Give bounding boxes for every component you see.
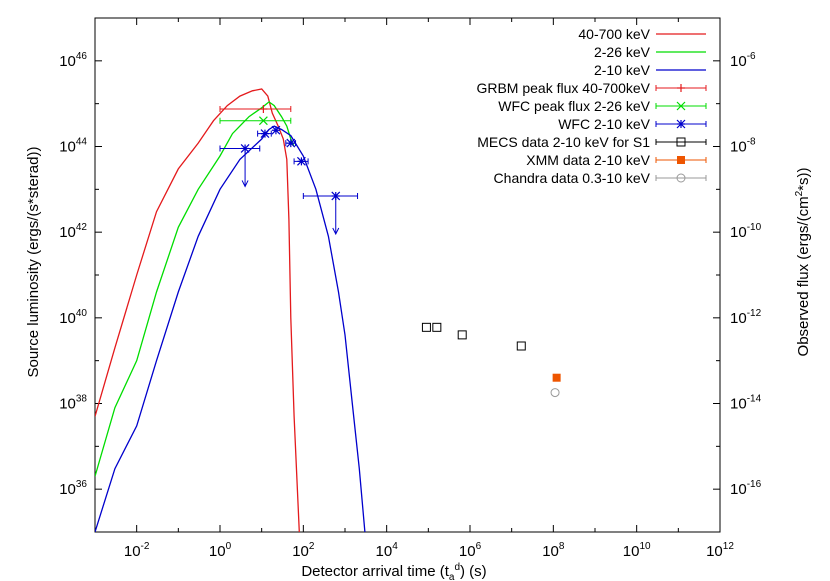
data-point-wfc-2-10-kev (240, 144, 250, 153)
legend-marker (676, 173, 686, 183)
legend-label: 2-10 keV (594, 62, 651, 78)
y-tick-label: 1040 (59, 308, 87, 327)
legend-label: WFC peak flux 2-26 keV (498, 98, 650, 114)
error-bar (219, 106, 292, 113)
x-axis-title: Detector arrival time (tad) (s) (301, 562, 486, 581)
y2-tick-label: 10-16 (730, 479, 762, 498)
legend-label: Chandra data 0.3-10 keV (494, 170, 651, 186)
y2-tick-label: 10-6 (730, 51, 756, 70)
upper-limit-arrow (241, 148, 249, 188)
y2-tick-label: 10-12 (730, 308, 762, 327)
data-point-mecs-data-2-10-kev-for-s1 (432, 322, 442, 332)
upper-limit-arrow (332, 195, 340, 236)
x-axis-title-tail: ) (s) (460, 563, 487, 580)
legend-label: MECS data 2-10 keV for S1 (477, 134, 650, 150)
series-line-2-10-kev (95, 125, 366, 532)
legend-label: XMM data 2-10 keV (526, 152, 650, 168)
y-tick-label: 1042 (59, 222, 87, 241)
legend-swatch (655, 139, 707, 145)
x-tick-label: 102 (292, 541, 315, 560)
error-bar (219, 117, 292, 124)
x-tick-label: 100 (209, 541, 232, 560)
data-point-chandra-data-0-3-10-kev (550, 388, 560, 398)
x-tick-label: 1012 (706, 541, 734, 560)
data-point-xmm-data-2-10-kev (552, 373, 561, 382)
y-tick-label: 1036 (59, 479, 87, 498)
data-point-wfc-2-10-kev (286, 138, 296, 148)
x-tick-label: 104 (376, 541, 399, 560)
x-tick-label: 106 (459, 541, 482, 560)
y-tick-label: 1038 (59, 394, 87, 413)
error-bar (219, 145, 261, 152)
data-point-wfc-2-10-kev (297, 156, 306, 166)
legend-marker (676, 137, 686, 147)
axes: 10-2 100 102 104 106 108 1010 1012 1036 1038 1040 1… (59, 17, 762, 560)
y2-axis-title: Observed flux (ergs/(cm2*s)) (794, 168, 812, 357)
series-line-40-700-kev (95, 88, 300, 532)
y-tick-label: 1044 (59, 137, 87, 156)
legend-label: 40-700 keV (578, 26, 650, 42)
data-point-mecs-data-2-10-kev-for-s1 (421, 322, 431, 332)
legend-marker (677, 156, 685, 164)
y2-axis-title-tail: *s)) (795, 168, 812, 191)
legend-label: WFC 2-10 keV (558, 116, 650, 132)
y2-axis-title-sup: 2 (794, 190, 805, 196)
legend-marker (677, 84, 685, 92)
data-point-mecs-data-2-10-kev-for-s1 (457, 330, 467, 340)
data-point-wfc-2-10-kev (271, 125, 281, 135)
x-axis-title-sup: d (454, 562, 460, 573)
y2-axis-title-main: Observed flux (ergs/(cm (795, 196, 812, 356)
y2-tick-label: 10-10 (730, 222, 762, 241)
y-tick-label: 1046 (59, 51, 87, 70)
legend-label: 2-26 keV (594, 44, 651, 60)
plot-area (95, 88, 561, 532)
data-point-grbm-peak-flux-40-700kev (259, 105, 268, 114)
y2-tick-label: 10-14 (730, 394, 762, 413)
x-tick-label: 10-2 (124, 541, 150, 560)
y2-tick-label: 10-8 (730, 137, 756, 156)
y-axis-title: Source luminosity (ergs/(s*sterad)) (25, 147, 42, 378)
error-bar (302, 192, 359, 199)
x-axis-title-sub: a (449, 572, 455, 581)
data-point-wfc-2-10-kev (331, 191, 341, 201)
series-line-2-26-kev (95, 101, 295, 477)
x-tick-label: 1010 (623, 541, 651, 560)
legend-marker (676, 101, 686, 111)
data-point-wfc-peak-flux-2-26-kev (258, 116, 268, 126)
x-tick-label: 108 (542, 541, 565, 560)
legend-label: GRBM peak flux 40-700keV (476, 80, 650, 96)
series (95, 88, 561, 532)
x-axis-title-main: Detector arrival time (t (301, 563, 449, 580)
data-point-wfc-2-10-kev (260, 129, 270, 139)
legend-swatch (655, 175, 707, 181)
legend-marker (676, 119, 686, 129)
data-point-mecs-data-2-10-kev-for-s1 (516, 341, 526, 351)
legend: 40-700 keV 2-26 keV 2-10 keV GRBM peak flux… (476, 26, 707, 186)
